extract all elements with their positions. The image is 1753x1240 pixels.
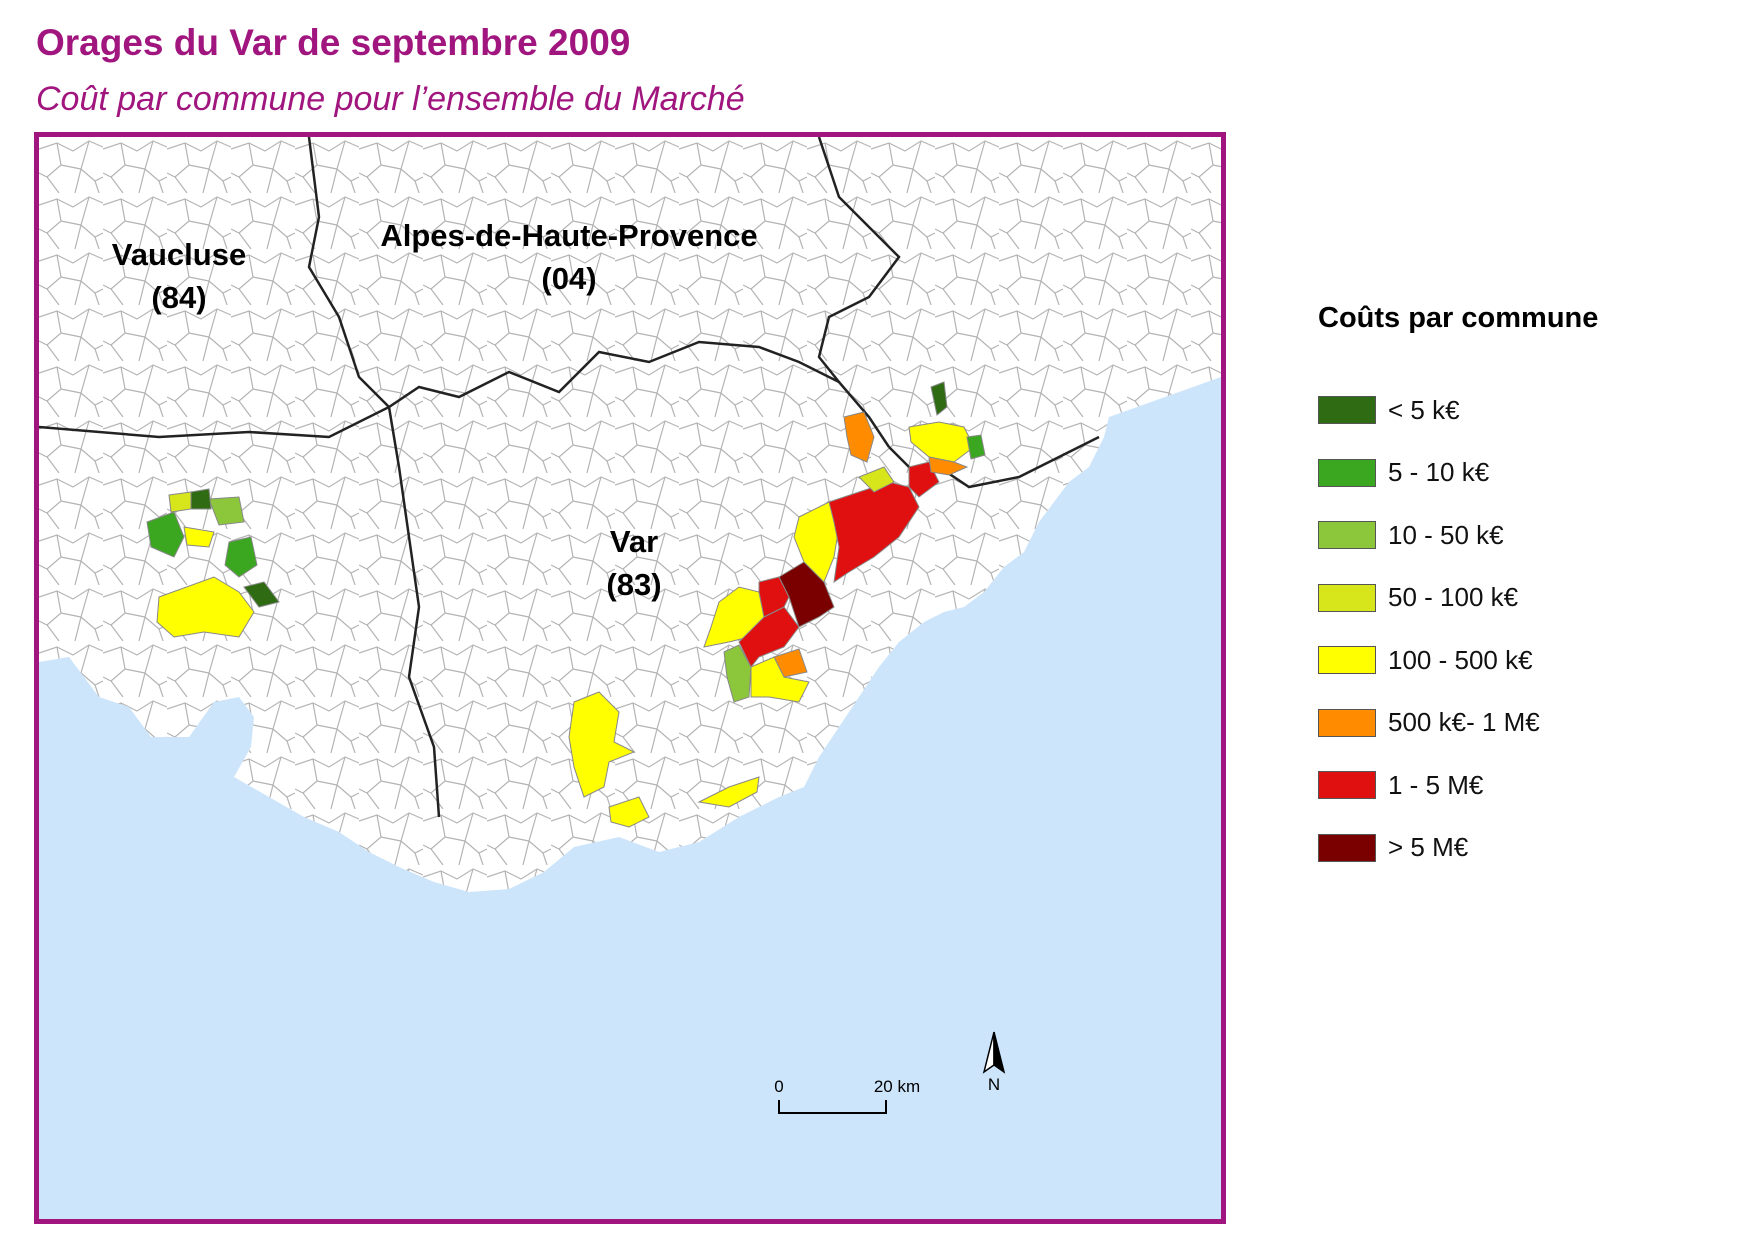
legend-item: 100 - 500 k€: [1318, 629, 1738, 692]
legend-item: 500 k€- 1 M€: [1318, 692, 1738, 755]
legend-label: 100 - 500 k€: [1388, 644, 1533, 675]
commune-cost-area: [190, 488, 212, 510]
island: [608, 796, 650, 828]
department-boundary: [39, 340, 891, 448]
commune-cost-area: [858, 466, 895, 493]
sea-area: [39, 377, 1221, 1219]
legend-label: 5 - 10 k€: [1388, 457, 1490, 488]
scale-bar: 0 20 km: [774, 1077, 920, 1114]
commune-cost-area: [750, 656, 810, 703]
legend-item: < 5 k€: [1318, 379, 1738, 442]
region-code-ahp: (04): [541, 261, 596, 296]
region-label-var: Var: [610, 524, 658, 559]
scale-bar-end-label: 20 km: [874, 1077, 920, 1096]
commune-cost-area: [208, 496, 245, 526]
legend-item: 1 - 5 M€: [1318, 754, 1738, 817]
legend-swatch: [1318, 708, 1376, 737]
map-frame: Vaucluse (84) Alpes-de-Haute-Provence (0…: [34, 132, 1226, 1224]
legend-item: 50 - 100 k€: [1318, 567, 1738, 630]
legend-label: 50 - 100 k€: [1388, 582, 1519, 613]
commune-cost-area: [156, 576, 255, 638]
department-boundary-ahp: [817, 137, 901, 383]
commune-cost-area: [966, 434, 986, 460]
commune-cost-area: [183, 526, 215, 548]
commune-cost-area: [843, 411, 875, 463]
region-code-var: (83): [606, 567, 661, 602]
legend-label: < 5 k€: [1388, 394, 1460, 425]
legend-item: 10 - 50 k€: [1318, 504, 1738, 567]
scale-bar-start-label: 0: [774, 1077, 783, 1096]
commune-cost-area: [908, 421, 975, 463]
legend-title: Coûts par commune: [1318, 302, 1599, 334]
commune-cost-area: [168, 491, 192, 513]
north-arrow-icon: N: [982, 1031, 1006, 1094]
legend-label: > 5 M€: [1388, 832, 1469, 863]
legend: Coûts par commune < 5 k€ 5 - 10 k€ 10 - …: [1318, 302, 1738, 879]
legend-swatch: [1318, 521, 1376, 550]
region-label-ahp: Alpes-de-Haute-Provence: [380, 218, 757, 253]
north-arrow-label: N: [988, 1075, 1000, 1094]
commune-cost-area: [146, 511, 185, 558]
commune-cost-area: [224, 536, 258, 578]
commune-cost-area: [243, 581, 280, 608]
legend-swatch: [1318, 833, 1376, 862]
region-code-vaucluse: (84): [151, 280, 206, 315]
department-boundary-vaucluse: [307, 137, 390, 408]
legend-swatch: [1318, 458, 1376, 487]
commune-cost-area: [723, 644, 752, 703]
island: [697, 776, 760, 808]
legend-swatch: [1318, 396, 1376, 425]
legend-swatch: [1318, 583, 1376, 612]
legend-swatch: [1318, 771, 1376, 800]
legend-label: 10 - 50 k€: [1388, 519, 1504, 550]
commune-cost-area: [930, 381, 948, 416]
map-title: Orages du Var de septembre 2009: [36, 22, 631, 63]
legend-label: 1 - 5 M€: [1388, 769, 1484, 800]
legend-swatch: [1318, 646, 1376, 675]
legend-label: 500 k€- 1 M€: [1388, 707, 1540, 738]
legend-item: 5 - 10 k€: [1318, 442, 1738, 505]
map-canvas: Vaucluse (84) Alpes-de-Haute-Provence (0…: [39, 137, 1221, 1219]
legend-item: > 5 M€: [1318, 817, 1738, 880]
region-label-vaucluse: Vaucluse: [112, 237, 246, 272]
map-subtitle: Coût par commune pour l’ensemble du Marc…: [36, 80, 745, 118]
commune-boundaries: [39, 137, 1221, 892]
commune-cost-area: [928, 456, 969, 476]
department-boundary-var-west: [387, 406, 441, 818]
commune-cost-area: [568, 691, 636, 798]
